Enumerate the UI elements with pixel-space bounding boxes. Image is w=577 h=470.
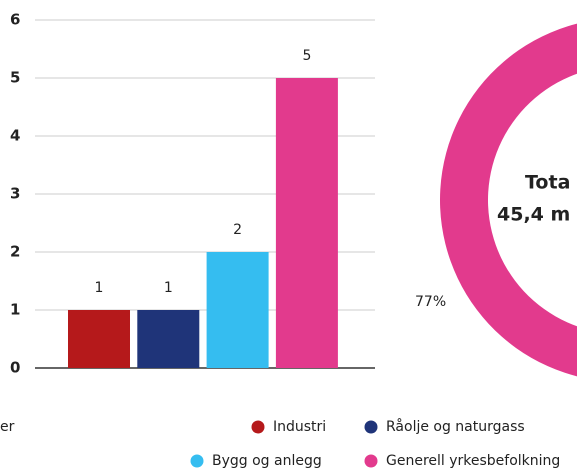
y-tick-label: 3 <box>10 185 20 203</box>
segment-label: 77% <box>415 294 446 310</box>
y-tick-label: 5 <box>10 69 20 87</box>
center-text: 45,4 m <box>497 204 570 226</box>
legend-label: Bygg og anlegg <box>212 453 322 469</box>
y-tick-label: 2 <box>10 243 20 261</box>
legend-label: Råolje og naturgass <box>386 418 525 435</box>
bar <box>275 78 338 368</box>
y-tick-label: 6 <box>10 11 20 29</box>
value-label: 2 <box>233 222 242 238</box>
bar <box>137 310 200 368</box>
y-tick-label: 0 <box>10 359 20 377</box>
legend-label: Industri <box>273 419 326 435</box>
center-text: Tota <box>525 172 570 194</box>
legend-swatch <box>364 454 378 468</box>
note: er <box>0 419 15 435</box>
legend-swatch <box>364 420 378 434</box>
legend-swatch <box>190 454 204 468</box>
donut-segment <box>440 23 577 377</box>
y-tick-label: 4 <box>10 127 20 145</box>
bar <box>206 252 269 368</box>
value-label: 1 <box>95 280 104 296</box>
value-label: 5 <box>302 48 311 64</box>
legend-label: Generell yrkesbefolkning <box>386 453 560 469</box>
y-tick-label: 1 <box>10 301 20 319</box>
legend-swatch <box>251 420 265 434</box>
bar <box>68 310 130 368</box>
value-label: 1 <box>164 280 173 296</box>
